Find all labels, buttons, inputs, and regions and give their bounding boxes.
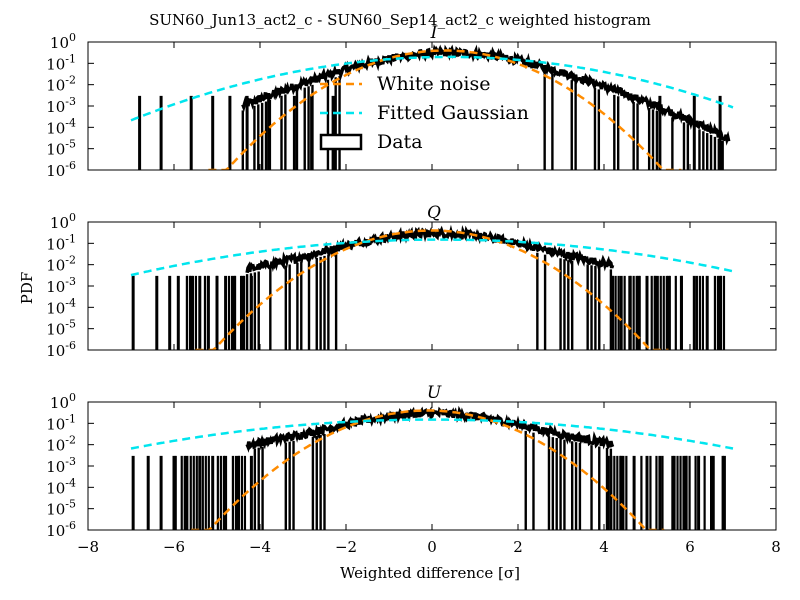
y-tick-label: 10-2 [46,74,76,95]
x-tick-label: −4 [249,538,271,556]
plot-area [130,405,734,530]
y-axis-label: PDF [18,272,36,305]
legend-label: White noise [377,73,491,95]
x-axis-label: Weighted difference [σ] [340,564,520,582]
x-tick-label: 2 [513,538,523,556]
x-tick-label: −8 [77,538,99,556]
data-histogram-line [245,224,615,274]
y-tick-label: 100 [50,391,76,412]
y-tick-label: 10-4 [46,476,76,497]
x-tick-label: 4 [599,538,609,556]
x-tick-label: 6 [685,538,695,556]
y-tick-label: 10-3 [46,275,76,296]
x-tick-label: 0 [427,538,437,556]
white-noise-curve [191,409,665,530]
legend: White noise Fitted Gaussian Data [319,73,529,153]
panels-group: I10010-110-210-310-410-510-6Q10010-110-2… [46,23,781,556]
y-tick-label: 10-3 [46,95,76,116]
y-tick-label: 10-5 [46,138,76,159]
y-tick-label: 10-6 [46,159,76,180]
x-tick-label: 8 [771,538,781,556]
panel-title: Q [427,203,441,223]
panel-title: U [427,383,442,403]
legend-swatch-data [319,133,363,151]
plot-area [130,44,734,170]
y-tick-label: 10-6 [46,519,76,540]
y-tick-label: 10-5 [46,498,76,519]
panel-title: I [430,23,438,43]
legend-label: Fitted Gaussian [377,102,529,124]
y-tick-label: 10-2 [46,254,76,275]
fitted-gaussian-curve [130,55,734,122]
y-tick-label: 10-5 [46,318,76,339]
y-tick-label: 100 [50,211,76,232]
x-tick-label: −6 [163,538,185,556]
y-tick-label: 100 [50,31,76,52]
y-tick-label: 10-4 [46,296,76,317]
x-tick-label: −2 [335,538,357,556]
y-tick-label: 10-2 [46,434,76,455]
y-tick-label: 10-4 [46,116,76,137]
white-noise-curve [208,49,682,170]
data-histogram-line [245,405,615,453]
plot-area [130,224,734,350]
fitted-gaussian-curve [130,238,734,277]
fitted-gaussian-curve [130,418,734,450]
figure-title: SUN60_Jun13_act2_c - SUN60_Sep14_act2_c … [149,11,651,29]
y-tick-label: 10-1 [46,412,76,433]
y-tick-label: 10-3 [46,455,76,476]
y-tick-label: 10-1 [46,232,76,253]
y-tick-label: 10-6 [46,339,76,360]
legend-label: Data [377,131,423,153]
white-noise-curve [195,229,669,350]
y-tick-label: 10-1 [46,52,76,73]
